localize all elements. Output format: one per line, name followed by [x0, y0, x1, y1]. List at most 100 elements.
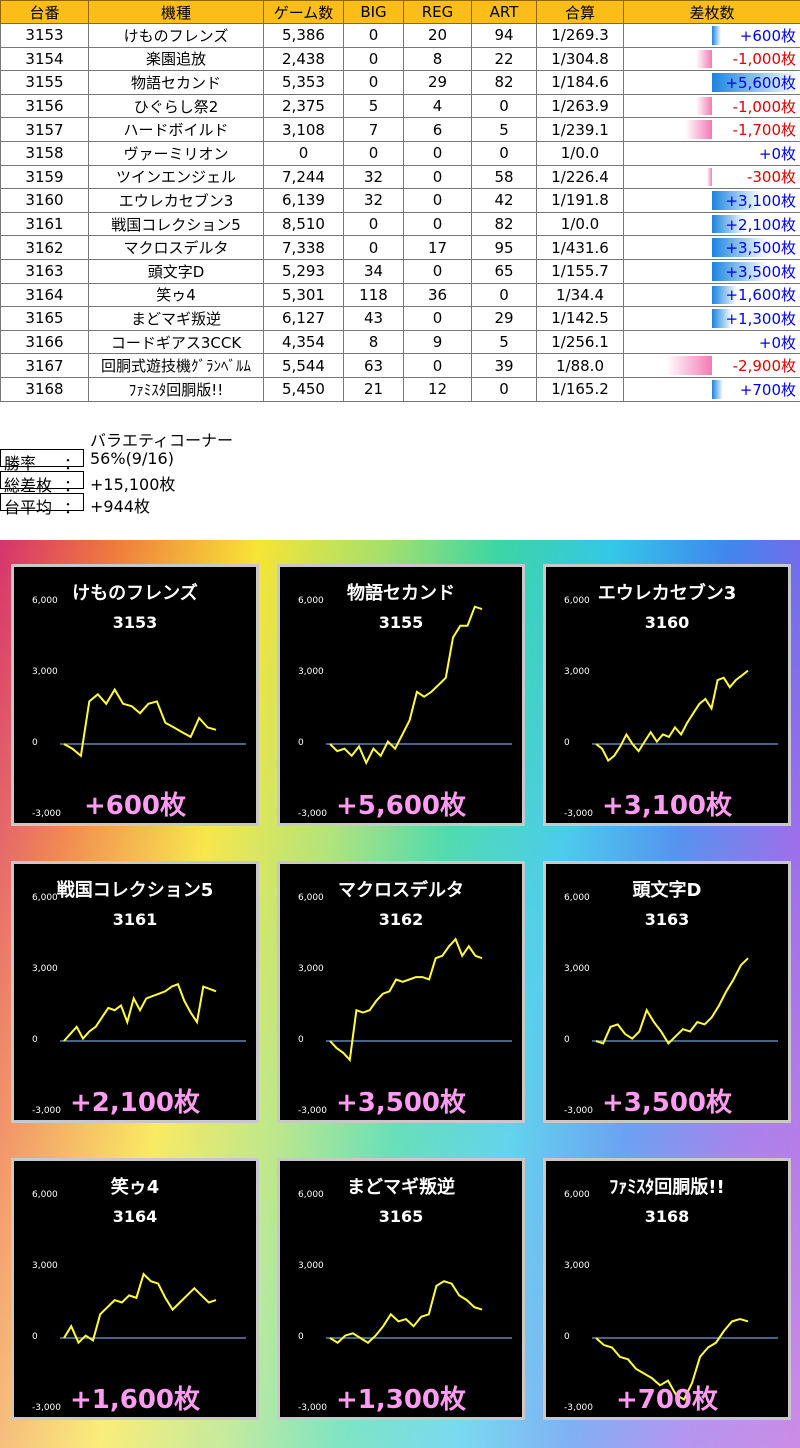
series-line — [329, 605, 483, 766]
game-count: 5,386 — [263, 23, 344, 48]
average-value: +944枚 — [90, 497, 150, 516]
header-games: ゲーム数 — [263, 0, 344, 24]
chart-result-label: +2,100枚 — [69, 1088, 201, 1118]
diff-cell: -1,000枚 — [623, 93, 800, 119]
positive-diff-bar — [712, 309, 732, 328]
series-line — [329, 937, 483, 1063]
unit-number: 3166 — [0, 329, 89, 355]
y-tick-label: 3,000 — [298, 1261, 324, 1271]
unit-number: 3157 — [0, 117, 89, 142]
y-tick-label: -3,000 — [298, 1403, 328, 1413]
game-count: 0 — [263, 140, 344, 166]
chart-result-label: +3,500枚 — [335, 1088, 467, 1118]
chart-title: まどマギ叛逆 — [347, 1177, 455, 1198]
chart-result-label: +600枚 — [83, 791, 187, 821]
table-header-row: 台番 機種 ゲーム数 BIG REG ART 合算 差枚数 — [0, 0, 800, 24]
line-chart — [592, 1318, 778, 1401]
total-diff-label: 総差枚 — [4, 476, 53, 495]
game-count: 3,108 — [263, 117, 344, 142]
diff-value: +3,100枚 — [725, 191, 796, 210]
y-tick-label: 0 — [564, 1332, 570, 1342]
big-count: 63 — [343, 353, 404, 378]
unit-number: 3155 — [0, 70, 89, 95]
chart-card: ﾌｧﾐｽﾀ回胴版!! 3168 6,000 3,000 0 -3,000 +700枚 — [543, 1158, 791, 1420]
average-label-box: 台平均 ： — [0, 493, 84, 517]
chart-unit-number: 3162 — [378, 910, 424, 929]
y-tick-label: -3,000 — [32, 1403, 62, 1413]
y-tick-label: 6,000 — [564, 1190, 590, 1200]
series-line — [595, 957, 749, 1045]
unit-number: 3164 — [0, 282, 89, 308]
negative-diff-bar — [696, 96, 712, 116]
y-tick-label: 6,000 — [32, 893, 58, 903]
art-count: 5 — [471, 117, 537, 142]
diff-value: +1,600枚 — [725, 286, 796, 305]
diff-cell: -2,900枚 — [623, 353, 800, 378]
series-line — [63, 687, 217, 758]
chart-card: エウレカセブン3 3160 6,000 3,000 0 -3,000 +3,100枚 — [543, 564, 791, 826]
y-tick-label: 3,000 — [32, 667, 58, 677]
y-tick-label: 0 — [32, 1035, 38, 1045]
chart-result-label: +3,500枚 — [601, 1088, 733, 1118]
game-count: 7,244 — [263, 164, 344, 190]
diff-value: -1,000枚 — [732, 97, 796, 116]
chart-unit-number: 3163 — [644, 910, 690, 929]
big-count: 32 — [343, 188, 404, 213]
chart-result-label: +1,600枚 — [69, 1385, 201, 1415]
unit-number: 3163 — [0, 258, 89, 284]
y-tick-label: -3,000 — [32, 1106, 62, 1116]
line-chart — [592, 669, 778, 763]
machine-name: 戦国コレクション5 — [88, 211, 264, 237]
machine-name: 楽園追放 — [88, 46, 264, 72]
y-tick-label: 0 — [298, 1332, 304, 1342]
y-tick-label: 0 — [298, 1035, 304, 1045]
art-count: 29 — [471, 306, 537, 331]
game-count: 4,354 — [263, 329, 344, 355]
diff-value: -300枚 — [746, 168, 796, 187]
game-count: 2,438 — [263, 46, 344, 72]
art-count: 95 — [471, 235, 537, 260]
header-reg: REG — [403, 0, 472, 24]
line-chart — [326, 937, 512, 1063]
art-count: 0 — [471, 140, 537, 166]
chart-unit-number: 3161 — [112, 910, 158, 929]
art-count: 5 — [471, 329, 537, 355]
line-chart — [592, 957, 778, 1045]
diff-value: -1,700枚 — [732, 121, 796, 140]
big-count: 118 — [343, 282, 404, 308]
big-count: 0 — [343, 70, 404, 95]
machine-name: マクロスデルタ — [88, 235, 264, 260]
diff-cell: +1,300枚 — [623, 306, 800, 331]
y-tick-label: 6,000 — [298, 1190, 324, 1200]
table-row: 3156 ひぐらし祭2 2,375 5 4 0 1/263.9 -1,000枚 — [0, 93, 800, 119]
table-body: 3153 けものフレンズ 5,386 0 20 94 1/269.3 +600枚 3154 楽園追… — [0, 23, 800, 402]
header-big: BIG — [343, 0, 404, 24]
y-tick-label: 3,000 — [32, 1261, 58, 1271]
table-row: 3159 ツインエンジェル 7,244 32 0 58 1/226.4 -300枚 — [0, 164, 800, 190]
diff-cell: +600枚 — [623, 23, 800, 48]
reg-count: 0 — [403, 211, 472, 237]
table-row: 3155 物語セカンド 5,353 0 29 82 1/184.6 +5,600枚 — [0, 70, 800, 95]
table-row: 3153 けものフレンズ 5,386 0 20 94 1/269.3 +600枚 — [0, 23, 800, 48]
chart-title: マクロスデルタ — [338, 880, 464, 901]
reg-count: 6 — [403, 117, 472, 142]
combined-rate: 1/239.1 — [536, 117, 624, 142]
reg-count: 0 — [403, 353, 472, 378]
unit-number: 3158 — [0, 140, 89, 166]
chart-card: けものフレンズ 3153 6,000 3,000 0 -3,000 +600枚 — [11, 564, 259, 826]
table-row: 3157 ハードボイルド 3,108 7 6 5 1/239.1 -1,700枚 — [0, 117, 800, 142]
line-chart — [326, 1280, 512, 1344]
table-row: 3154 楽園追放 2,438 0 8 22 1/304.8 -1,000枚 — [0, 46, 800, 72]
y-tick-label: -3,000 — [298, 809, 328, 819]
machine-name: ハードボイルド — [88, 117, 264, 142]
chart-unit-number: 3164 — [112, 1207, 158, 1226]
diff-value: +0枚 — [758, 333, 796, 352]
series-line — [329, 1280, 483, 1344]
game-count: 5,544 — [263, 353, 344, 378]
diff-cell: -1,000枚 — [623, 46, 800, 72]
chart-card: 戦国コレクション5 3161 6,000 3,000 0 -3,000 +2,100枚 — [11, 861, 259, 1123]
y-tick-label: 6,000 — [298, 596, 324, 606]
y-tick-label: 6,000 — [298, 893, 324, 903]
machine-name: 笑ゥ4 — [88, 282, 264, 308]
chart-unit-number: 3155 — [378, 613, 424, 632]
